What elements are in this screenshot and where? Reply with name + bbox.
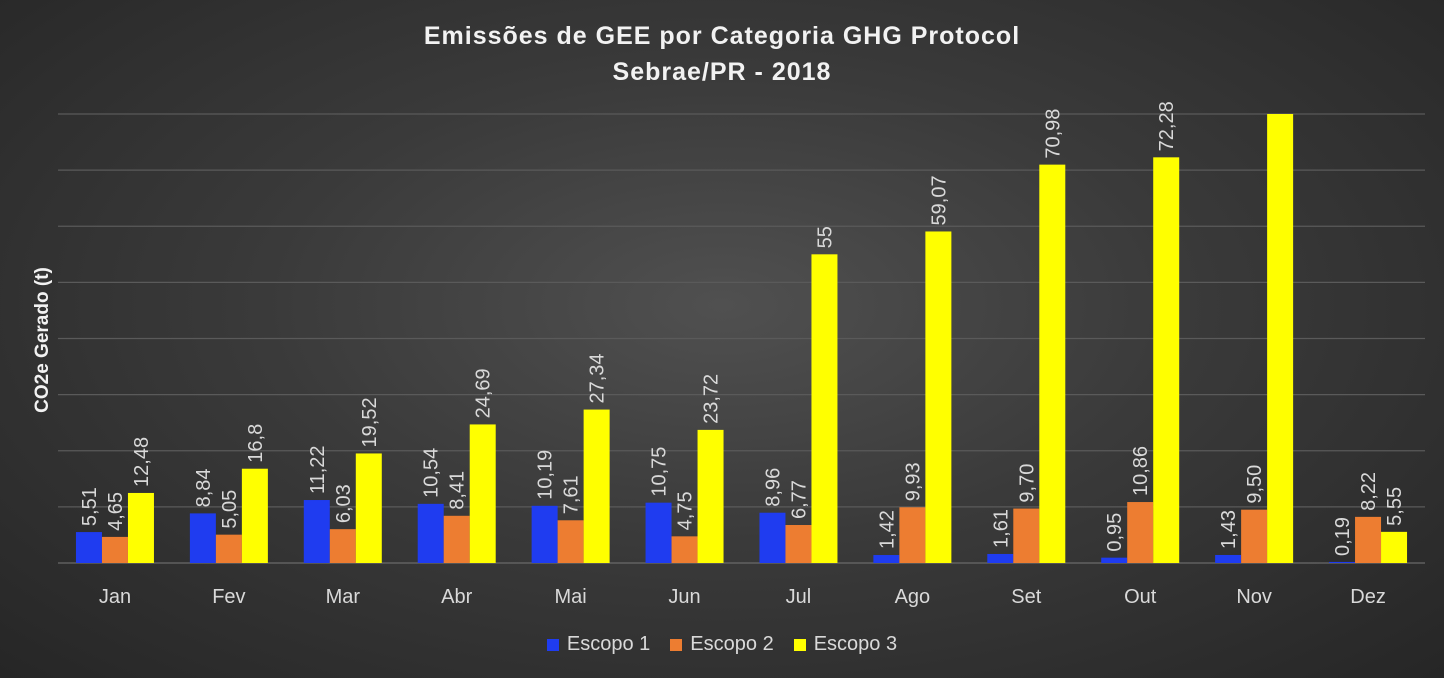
chart-title-line-2: Sebrae/PR - 2018	[612, 58, 832, 86]
bar-escopo-1	[1329, 561, 1356, 563]
data-label: 5,55	[1384, 487, 1406, 526]
data-label: 11,22	[307, 445, 329, 494]
data-label: 23,72	[701, 374, 723, 424]
data-label: 5,05	[219, 490, 241, 529]
bar-escopo-1	[189, 513, 216, 563]
data-label: 10,54	[421, 448, 443, 498]
legend-item: Escopo 3	[793, 633, 898, 656]
data-label: 19,52	[359, 397, 381, 447]
legend-swatch	[546, 638, 559, 651]
x-tick-label: Out	[1124, 586, 1157, 608]
bar-escopo-1	[75, 532, 102, 563]
bar-escopo-2	[1127, 502, 1154, 563]
bar-escopo-1	[645, 502, 672, 563]
bar-escopo-1	[531, 505, 558, 563]
bar-escopo-2	[1241, 509, 1268, 563]
legend-item: Escopo 2	[670, 633, 774, 656]
chart-title: Emissões de GEE por Categoria GHG Protoc…	[0, 18, 1444, 90]
x-tick-label: Abr	[441, 586, 472, 608]
x-tick-label: Jul	[786, 586, 812, 608]
data-label: 5,51	[79, 487, 101, 526]
bar-escopo-1	[417, 503, 444, 563]
data-label: 9,93	[902, 462, 924, 501]
bar-escopo-3	[1153, 157, 1180, 564]
data-label: 10,86	[1130, 446, 1152, 496]
bar-escopo-3	[697, 429, 724, 563]
legend-item: Escopo 1	[546, 633, 651, 656]
x-tick-label: Mar	[326, 586, 361, 608]
x-tick-label: Set	[1011, 586, 1041, 608]
bar-escopo-2	[329, 529, 356, 563]
data-label: 16,8	[245, 424, 267, 463]
bar-escopo-2	[1355, 516, 1382, 563]
chart-title-line-1: Emissões de GEE por Categoria GHG Protoc…	[423, 22, 1021, 50]
data-label: 9,70	[1016, 464, 1038, 503]
bar-escopo-3	[469, 424, 496, 563]
legend-label: Escopo 3	[813, 633, 898, 655]
bar-escopo-2	[785, 525, 812, 563]
legend: Escopo 1 Escopo 2 Escopo 3	[0, 633, 1444, 656]
data-label: 0,19	[1332, 517, 1354, 556]
legend-swatch	[793, 638, 806, 651]
bar-escopo-2	[215, 534, 242, 563]
bar-escopo-2	[557, 520, 584, 563]
bar-escopo-1	[1101, 557, 1128, 563]
data-label: 12,48	[131, 437, 153, 487]
bar-escopo-3	[811, 254, 838, 563]
x-tick-label: Nov	[1236, 586, 1272, 608]
bar-escopo-2	[1013, 508, 1040, 563]
bar-escopo-1	[873, 555, 900, 563]
data-label: 9,50	[1244, 465, 1266, 504]
legend-label: Escopo 1	[566, 633, 651, 655]
bar-escopo-1	[759, 512, 786, 563]
x-tick-label: Dez	[1350, 586, 1386, 608]
bar-escopo-2	[101, 536, 128, 563]
bar-escopo-1	[1215, 554, 1242, 563]
legend-swatch	[670, 638, 683, 651]
data-label: 27,34	[587, 353, 609, 403]
bar-escopo-3	[583, 409, 610, 563]
x-tick-label: Jun	[668, 586, 700, 608]
data-label: 4,75	[675, 491, 697, 530]
bar-escopo-2	[671, 536, 698, 563]
data-label: 10,75	[649, 447, 671, 497]
bar-escopo-1	[987, 553, 1014, 563]
data-label: 8,84	[193, 468, 215, 507]
bar-escopo-3	[1039, 164, 1066, 563]
data-label: 8,96	[762, 468, 784, 507]
data-label: 6,03	[333, 484, 355, 523]
x-tick-label: Mai	[555, 586, 587, 608]
data-label: 72,28	[1156, 101, 1178, 151]
data-label: 8,41	[447, 471, 469, 510]
bar-escopo-3	[241, 468, 268, 563]
data-label: 6,77	[788, 480, 810, 519]
bar-escopo-1	[303, 500, 330, 563]
data-label: 1,42	[876, 510, 898, 549]
legend-label: Escopo 2	[690, 633, 774, 655]
x-tick-label: Fev	[212, 586, 245, 608]
data-label: 55	[814, 226, 836, 248]
data-label: 0,95	[1104, 513, 1126, 552]
bar-escopo-3	[355, 453, 382, 563]
data-label: 1,43	[1218, 510, 1240, 549]
bar-escopo-2	[443, 515, 470, 563]
data-label: 24,69	[473, 368, 495, 418]
data-label: 8,22	[1358, 472, 1380, 511]
data-label: 59,07	[928, 175, 950, 225]
x-tick-label: Jan	[99, 586, 131, 608]
bar-escopo-3	[1381, 531, 1408, 563]
data-label: 10,19	[535, 450, 557, 500]
bar-escopo-3	[925, 231, 952, 564]
bar-escopo-3	[1267, 114, 1294, 563]
data-label: 7,61	[561, 475, 583, 514]
bar-escopo-3	[127, 492, 154, 563]
x-tick-label: Ago	[895, 586, 931, 608]
data-label: 4,65	[105, 492, 127, 531]
data-label: 70,98	[1042, 109, 1064, 159]
data-label: 1,61	[990, 509, 1012, 548]
bar-escopo-2	[899, 507, 926, 563]
